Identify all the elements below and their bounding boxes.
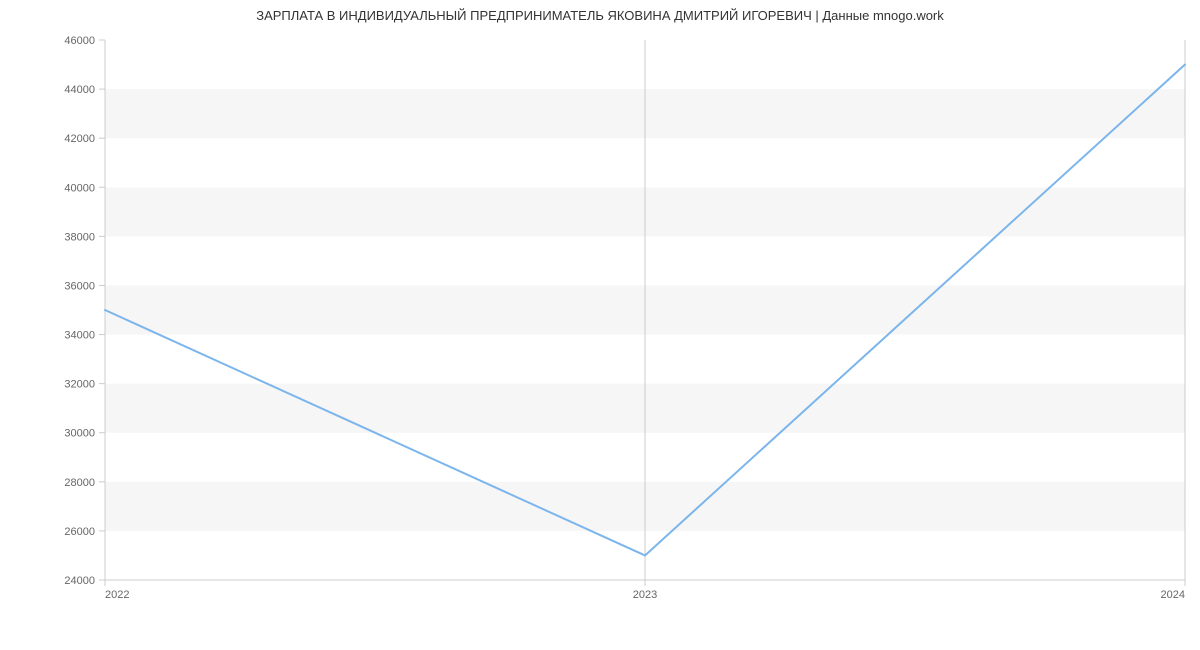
salary-chart: ЗАРПЛАТА В ИНДИВИДУАЛЬНЫЙ ПРЕДПРИНИМАТЕЛ… [0,0,1200,650]
y-tick-label: 30000 [64,428,95,440]
y-tick-label: 44000 [64,84,95,96]
x-tick-label: 2023 [633,589,657,601]
y-tick-label: 46000 [64,35,95,47]
y-tick-label: 38000 [64,231,95,243]
y-tick-label: 32000 [64,379,95,391]
y-tick-label: 26000 [64,526,95,538]
y-tick-label: 24000 [64,575,95,587]
y-tick-label: 36000 [64,280,95,292]
y-tick-label: 28000 [64,477,95,489]
x-tick-label: 2022 [105,589,129,601]
x-tick-label: 2024 [1161,589,1185,601]
y-tick-label: 42000 [64,133,95,145]
y-tick-label: 34000 [64,330,95,342]
y-tick-label: 40000 [64,182,95,194]
chart-svg: 24000 26000 28000 30000 32000 34000 36000 38000… [0,0,1200,650]
